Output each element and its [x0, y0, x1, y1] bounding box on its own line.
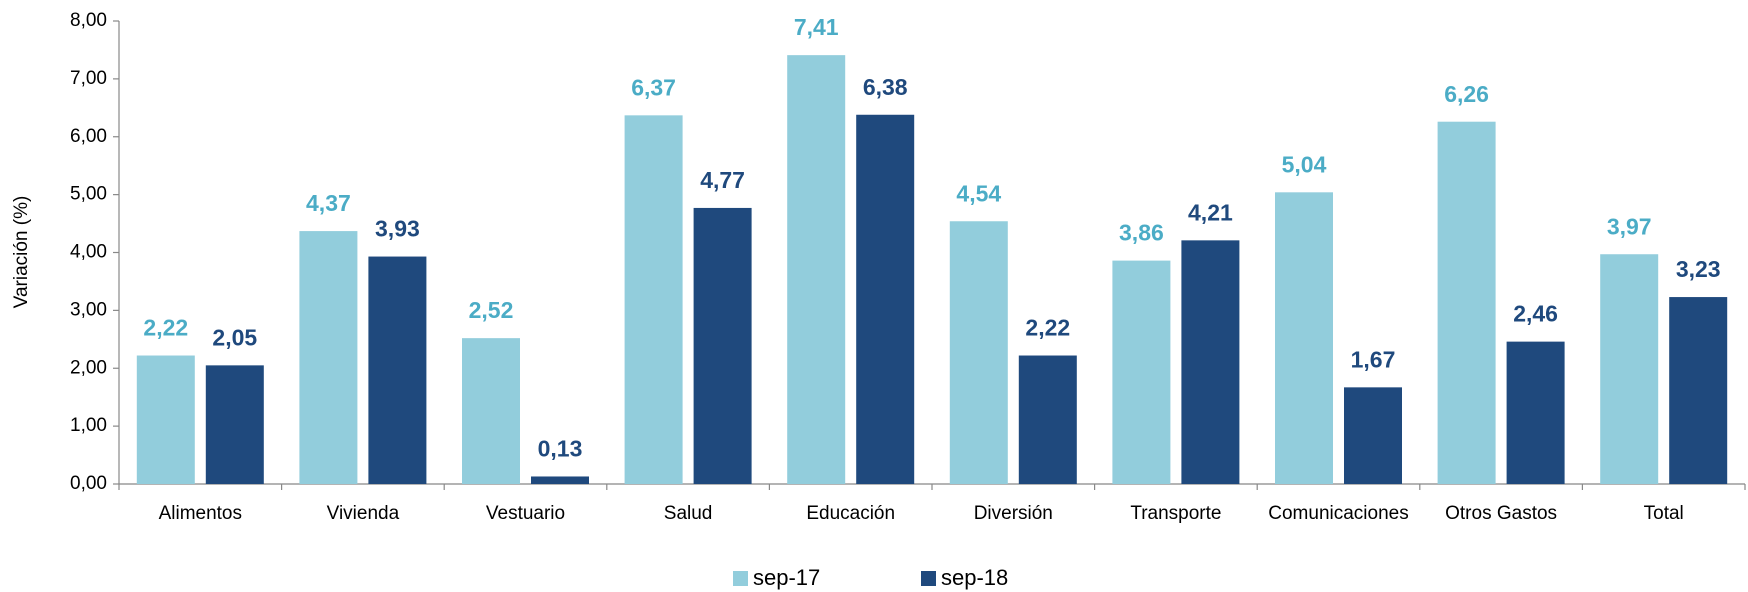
bar [136, 355, 195, 484]
bar [1018, 355, 1077, 484]
y-tick-label: 8,00 [70, 10, 107, 31]
x-tick-label: Alimentos [159, 503, 242, 524]
bar [462, 338, 520, 484]
y-tick-label: 2,00 [70, 357, 107, 378]
legend-label: sep-17 [753, 565, 820, 590]
value-label: 3,97 [1607, 213, 1652, 239]
bar [205, 365, 264, 484]
value-label: 3,23 [1676, 256, 1721, 282]
value-label: 4,21 [1188, 199, 1233, 225]
legend-label: sep-18 [941, 565, 1008, 590]
value-label: 3,86 [1119, 220, 1164, 246]
legend-swatch [921, 571, 936, 586]
value-label: 2,05 [212, 324, 257, 350]
y-tick-label: 1,00 [70, 415, 107, 436]
x-tick-label: Educación [806, 503, 895, 524]
y-tick-label: 3,00 [70, 299, 107, 320]
x-tick-label: Salud [664, 503, 713, 524]
x-tick-label: Vivienda [327, 503, 400, 524]
bar [1600, 254, 1659, 484]
value-label: 6,37 [631, 74, 676, 100]
value-label: 4,37 [306, 190, 351, 216]
value-label: 7,41 [794, 14, 839, 40]
x-tick-label: Vestuario [486, 503, 565, 524]
bar [1669, 297, 1728, 484]
value-label: 6,26 [1444, 81, 1489, 107]
y-tick-label: 5,00 [70, 184, 107, 205]
value-label: 2,22 [1025, 315, 1070, 341]
value-label: 1,67 [1351, 346, 1396, 372]
bar [368, 256, 427, 484]
x-tick-label: Transporte [1130, 503, 1221, 524]
value-label: 0,13 [538, 436, 583, 462]
bar [693, 207, 752, 484]
bar [299, 231, 358, 484]
bar [1344, 387, 1402, 484]
y-tick-label: 6,00 [70, 126, 107, 147]
bar [1275, 192, 1333, 484]
value-label: 2,52 [469, 297, 514, 323]
x-tick-label: Comunicaciones [1268, 503, 1408, 524]
bar [1112, 260, 1171, 484]
value-label: 6,38 [863, 74, 908, 100]
y-tick-label: 4,00 [70, 242, 107, 263]
value-label: 2,46 [1513, 301, 1558, 327]
legend-swatch [733, 571, 748, 586]
x-tick-label: Total [1644, 503, 1684, 524]
bar [856, 114, 915, 484]
bar [531, 476, 589, 484]
value-label: 4,77 [700, 167, 745, 193]
y-axis-title: Variación (%) [11, 196, 32, 309]
bar [624, 115, 683, 485]
y-tick-label: 0,00 [70, 473, 107, 494]
bar [1506, 341, 1565, 484]
bar [1181, 240, 1240, 484]
bar [787, 55, 846, 485]
bar [949, 221, 1008, 484]
x-tick-label: Otros Gastos [1445, 503, 1557, 524]
value-label: 4,54 [956, 180, 1001, 206]
y-tick-label: 7,00 [70, 68, 107, 89]
value-label: 5,04 [1282, 151, 1327, 177]
value-label: 3,93 [375, 216, 420, 242]
x-tick-label: Diversión [974, 503, 1053, 524]
value-label: 2,22 [143, 315, 188, 341]
bar [1437, 121, 1496, 484]
